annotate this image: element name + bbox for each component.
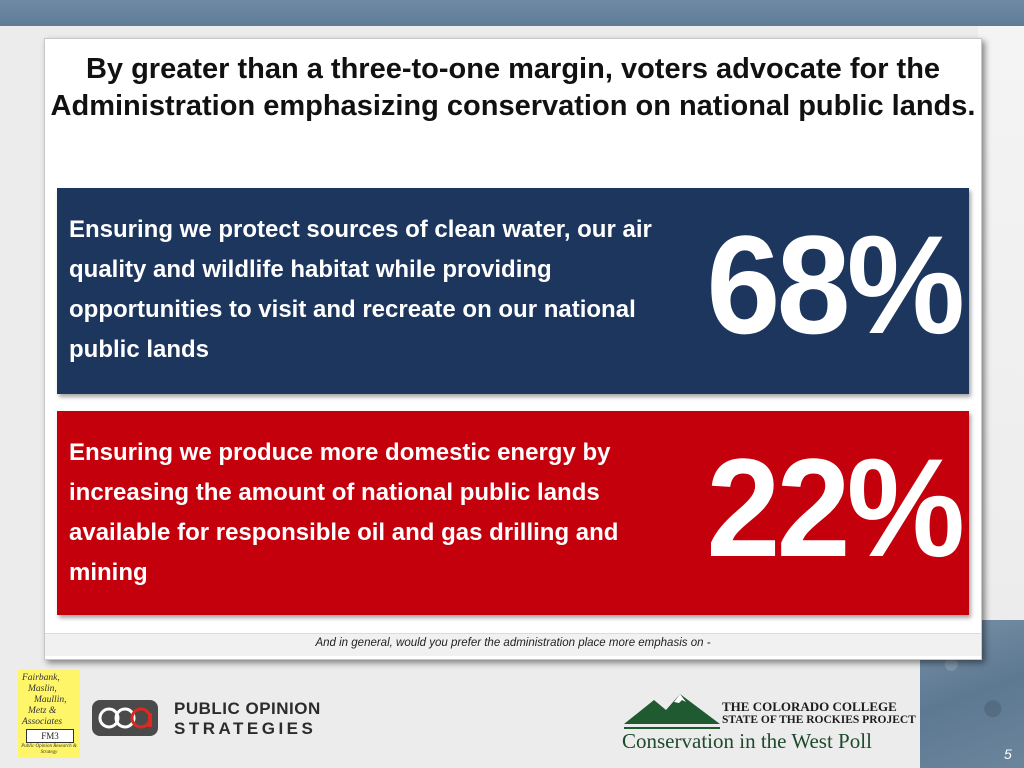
fm3-name-line: Associates [22, 717, 63, 727]
fm3-name-line: Maullin, [34, 695, 67, 705]
option-percent-energy: 22% [706, 429, 965, 586]
fm3-name-line: Fairbank, [22, 673, 60, 683]
fm3-tagline: Public Opinion Research & Strategy [21, 744, 77, 755]
fm3-badge: FM3 [26, 729, 74, 743]
slide-headline: By greater than a three-to-one margin, v… [50, 53, 976, 122]
top-banner [0, 0, 1024, 26]
fm3-name-line: Maslin, [28, 684, 57, 694]
option-text-conservation: Ensuring we protect sources of clean wat… [69, 216, 652, 363]
pos-logo-mark [92, 700, 158, 736]
pos-name-line2: STRATEGIES [174, 719, 317, 738]
question-bar [45, 633, 981, 656]
fm3-name: Fairbank, Maslin, Maullin, Metz & Associ… [22, 673, 80, 728]
side-background [978, 26, 1024, 626]
option-text-energy: Ensuring we produce more domestic energy… [69, 439, 619, 586]
option-percent-conservation: 68% [706, 206, 965, 363]
fm3-name-line: Metz & [28, 706, 57, 716]
fm3-logo: Fairbank, Maslin, Maullin, Metz & Associ… [18, 670, 80, 758]
pos-name-line1: PUBLIC OPINION [174, 699, 321, 718]
cc-name-line1: THE COLORADO COLLEGE [722, 699, 897, 714]
option-panel-energy: Ensuring we produce more domestic energy… [57, 411, 969, 615]
page-number: 5 [1004, 746, 1012, 762]
option-panel-conservation: Ensuring we protect sources of clean wat… [57, 188, 969, 394]
mountain-icon [624, 694, 720, 729]
pos-mark-icon [98, 707, 152, 729]
survey-question: And in general, would you prefer the adm… [315, 637, 711, 649]
cc-poll-title: Conservation in the West Poll [622, 729, 872, 753]
cc-name-line2: STATE OF THE ROCKIES PROJECT [722, 714, 916, 726]
slide-card: By greater than a three-to-one margin, v… [44, 38, 982, 660]
